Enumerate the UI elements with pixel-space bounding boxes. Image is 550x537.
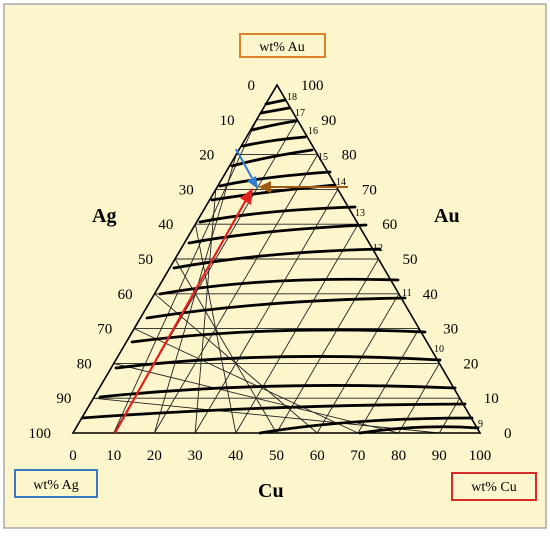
axis-box-au-label: wt% Au [259, 40, 305, 55]
karat-contours [80, 98, 480, 435]
left-tick-label: 60 [118, 287, 133, 303]
karat-contour [80, 402, 467, 420]
karat-contour [259, 106, 291, 115]
triangle-grid [93, 119, 461, 434]
karat-label: 15 [318, 152, 328, 163]
bottom-tick-label: 0 [69, 448, 77, 464]
bottom-tick-label: 10 [106, 448, 121, 464]
karat-label: 17 [295, 108, 305, 119]
right-tick-label: 30 [443, 322, 458, 338]
karat-contour [264, 98, 287, 106]
karat-label: 16 [308, 126, 318, 137]
karat-label: 12 [373, 243, 383, 254]
bottom-tick-label: 40 [228, 448, 243, 464]
karat-label: 10 [434, 344, 444, 355]
right-tick-label: 10 [484, 391, 499, 407]
left-tick-label: 40 [158, 217, 173, 233]
grid-line [93, 397, 440, 434]
karat-contour [250, 119, 298, 132]
corner-label-au: Au [434, 205, 460, 227]
bottom-tick-label: 50 [269, 448, 284, 464]
right-tick-label: 50 [403, 252, 418, 268]
right-tick-label: 20 [463, 356, 478, 372]
grid-line [194, 189, 339, 434]
karat-contour [145, 296, 407, 320]
bottom-axis-ticks: 0 10 20 30 40 50 60 70 80 90 100 [69, 448, 491, 464]
karat-contour [218, 170, 332, 188]
brown-arrow-head [258, 181, 271, 193]
left-tick-label: 10 [220, 113, 235, 129]
left-tick-label: 50 [138, 252, 153, 268]
right-tick-label: 90 [321, 113, 336, 129]
right-tick-label: 40 [423, 287, 438, 303]
karat-contour [98, 384, 457, 399]
right-tick-label: 70 [362, 182, 377, 198]
left-tick-label: 0 [248, 78, 256, 94]
blue-arrow-head [247, 176, 258, 189]
karat-contour [241, 135, 307, 148]
blue-arrow-line [235, 148, 253, 179]
karat-contour [130, 328, 427, 344]
left-tick-label: 100 [29, 426, 52, 442]
bottom-tick-label: 100 [469, 448, 492, 464]
grid-line [398, 363, 440, 434]
karat-contour [258, 416, 474, 435]
bottom-tick-label: 60 [310, 448, 325, 464]
karat-contour [187, 223, 368, 245]
karat-contour [172, 247, 382, 270]
right-tick-label: 0 [504, 426, 512, 442]
axis-box-ag-label: wt% Ag [33, 478, 79, 493]
right-tick-label: 100 [301, 78, 324, 94]
corner-label-ag: Ag [92, 205, 116, 227]
triangle-outline [71, 83, 482, 434]
left-tick-label: 90 [56, 391, 71, 407]
right-tick-label: 60 [382, 217, 397, 233]
red-arrow-line [114, 199, 247, 434]
left-tick-label: 80 [77, 356, 92, 372]
bottom-tick-label: 30 [188, 448, 203, 464]
left-tick-label: 20 [199, 148, 214, 164]
axis-box-cu [451, 472, 537, 501]
left-axis-ticks: 0 10 20 30 40 50 60 70 80 90 100 [29, 78, 256, 442]
grid-line [276, 258, 379, 434]
karat-contour [358, 425, 480, 435]
axis-box-cu-label: wt% Cu [471, 480, 517, 495]
karat-contour [158, 277, 400, 296]
karat-contour [198, 205, 357, 224]
grid-line [154, 293, 318, 434]
grid-line [134, 328, 359, 434]
grid-line [316, 293, 400, 434]
axis-box-au [239, 33, 326, 58]
left-tick-label: 30 [179, 182, 194, 198]
bottom-tick-label: 20 [147, 448, 162, 464]
figure-border [3, 3, 547, 529]
red-arrow-head [240, 188, 253, 205]
karat-label: 18 [287, 92, 297, 103]
karat-label: 13 [355, 208, 365, 219]
axis-box-ag [14, 469, 98, 498]
karat-label: 9 [478, 419, 483, 430]
grid-line [357, 328, 420, 434]
karat-label: 11 [402, 288, 412, 299]
right-tick-label: 80 [342, 148, 357, 164]
karat-contour [230, 148, 314, 168]
bottom-tick-label: 90 [432, 448, 447, 464]
left-tick-label: 70 [97, 322, 112, 338]
corner-label-cu: Cu [258, 480, 284, 502]
bottom-tick-label: 70 [350, 448, 365, 464]
bottom-tick-label: 80 [391, 448, 406, 464]
karat-label: 14 [336, 177, 346, 188]
